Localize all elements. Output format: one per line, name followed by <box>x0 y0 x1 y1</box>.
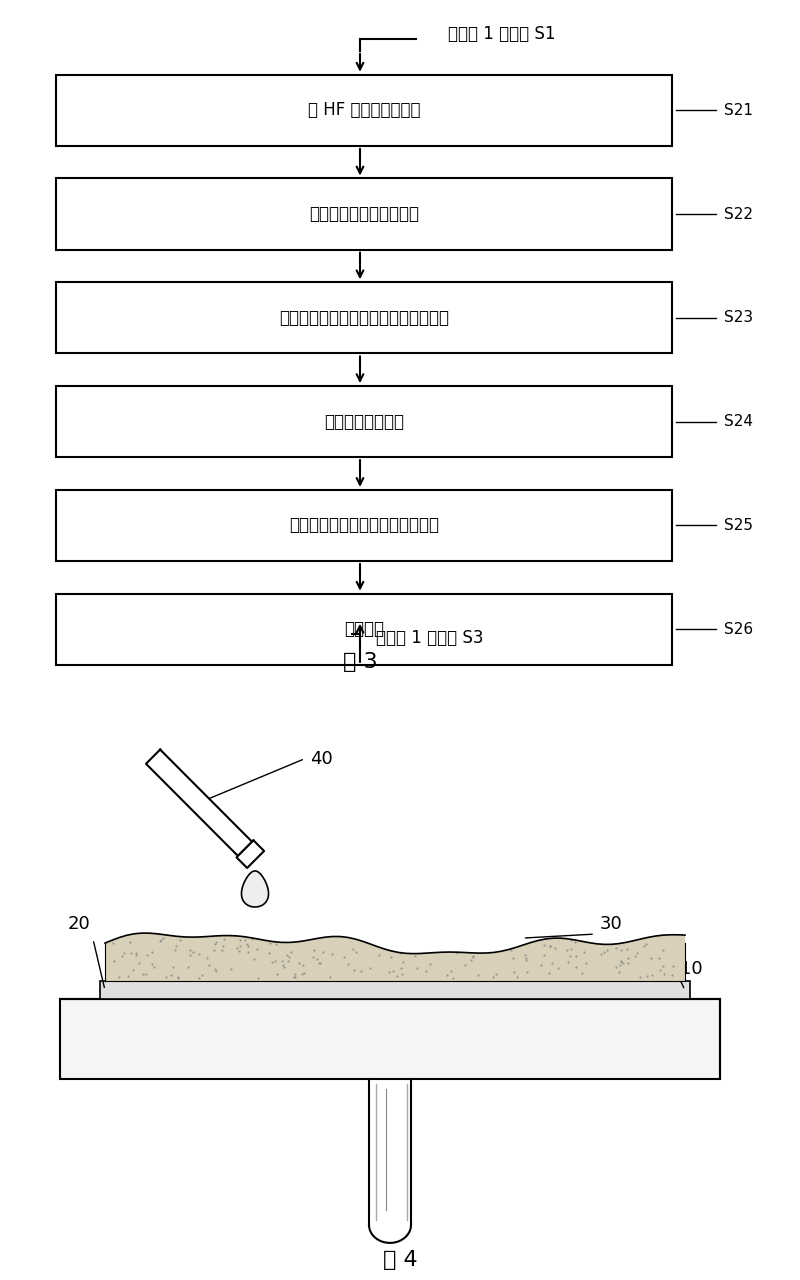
Text: 干燥样品: 干燥样品 <box>344 621 384 639</box>
Text: 从样品清洁并洗洤受铜污染的溶液: 从样品清洁并洗洤受铜污染的溶液 <box>289 516 439 535</box>
Text: S26: S26 <box>724 622 753 636</box>
Text: S24: S24 <box>724 415 753 429</box>
Bar <box>56 178 672 250</box>
Text: 图 4: 图 4 <box>382 1251 418 1270</box>
Text: 30: 30 <box>600 915 622 933</box>
Polygon shape <box>105 933 685 982</box>
Bar <box>56 490 672 561</box>
Text: 将受铜污染的溶液施加到样品的一侧上: 将受铜污染的溶液施加到样品的一侧上 <box>279 308 449 326</box>
Text: 用 HF 清洁样品的两侧: 用 HF 清洁样品的两侧 <box>308 101 420 119</box>
Bar <box>56 282 672 353</box>
Polygon shape <box>242 870 269 908</box>
Bar <box>56 74 672 146</box>
Text: S23: S23 <box>724 310 753 325</box>
Text: S21: S21 <box>724 102 753 118</box>
Text: 10: 10 <box>680 960 702 978</box>
Text: 40: 40 <box>310 750 333 768</box>
Bar <box>100 982 690 1000</box>
Text: 来自图 1 的步骤 S1: 来自图 1 的步骤 S1 <box>448 24 555 44</box>
Bar <box>60 1000 720 1079</box>
Text: 图 3: 图 3 <box>342 652 378 672</box>
Text: 20: 20 <box>68 915 90 933</box>
Text: S22: S22 <box>724 206 753 221</box>
Bar <box>56 387 672 457</box>
Polygon shape <box>146 750 252 856</box>
Text: S25: S25 <box>724 518 753 532</box>
Text: 将样品安装到样品短管上: 将样品安装到样品短管上 <box>309 205 419 223</box>
Text: 到达图 1 的步骤 S3: 到达图 1 的步骤 S3 <box>376 628 483 646</box>
Text: 污染历经预定时间: 污染历经预定时间 <box>324 412 404 430</box>
Polygon shape <box>237 841 264 868</box>
Bar <box>56 594 672 664</box>
